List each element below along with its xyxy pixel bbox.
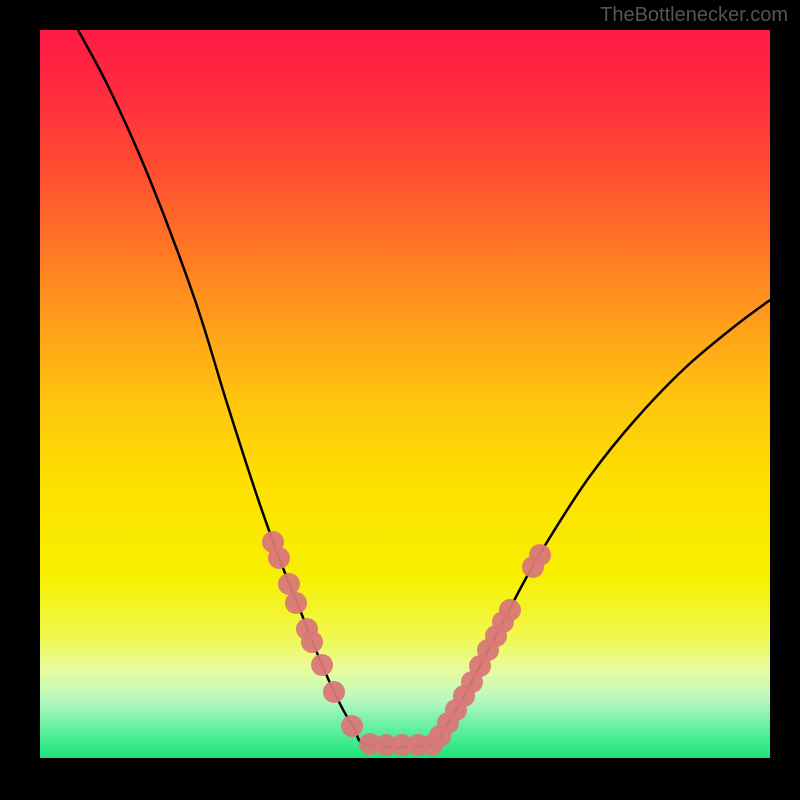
marker-point — [285, 592, 307, 614]
marker-point — [278, 573, 300, 595]
marker-point — [301, 631, 323, 653]
watermark-text: TheBottlenecker.com — [600, 4, 788, 27]
marker-point — [529, 544, 551, 566]
marker-point — [499, 599, 521, 621]
marker-point — [323, 681, 345, 703]
chart-frame: TheBottlenecker.com — [0, 0, 800, 800]
marker-point — [341, 715, 363, 737]
marker-point — [311, 654, 333, 676]
chart-svg — [0, 0, 800, 800]
marker-point — [268, 547, 290, 569]
